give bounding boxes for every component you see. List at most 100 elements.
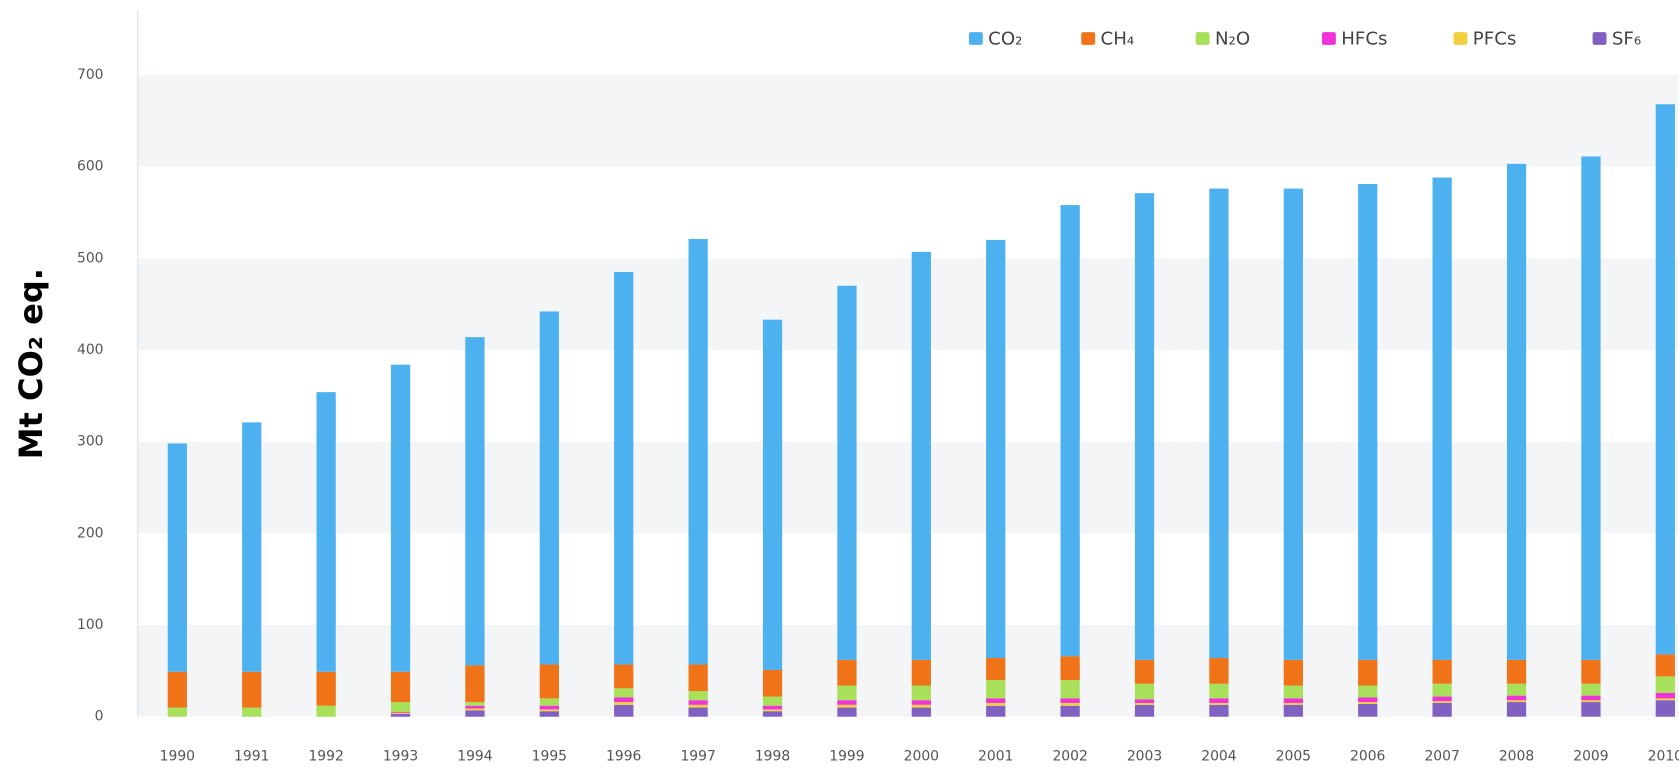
bar-segment [1134, 702, 1155, 705]
legend-label: SF₆ [1612, 29, 1641, 50]
x-tick-label: 1997 [680, 748, 715, 764]
x-tick-label: 1993 [383, 748, 418, 764]
bar-segment [1134, 659, 1155, 684]
bar-segment [1134, 193, 1155, 660]
bar-segment [539, 664, 559, 699]
bar-segment [1506, 683, 1527, 696]
bar-segment [1358, 697, 1378, 703]
bar-segment [911, 685, 931, 701]
bar-segment [1506, 659, 1527, 684]
bar-segment [390, 671, 411, 703]
bar-segment [539, 709, 559, 712]
legend-label: N₂O [1215, 29, 1250, 50]
bar-segment [316, 705, 336, 717]
x-tick-label: 2008 [1499, 748, 1534, 764]
y-tick-label: 100 [77, 617, 104, 633]
bar-segment [1283, 188, 1303, 660]
x-tick-label: 1995 [532, 748, 567, 764]
bar-segment [390, 702, 411, 713]
legend-label: HFCs [1341, 29, 1387, 50]
bar-segment [390, 713, 411, 717]
bar-segment [911, 251, 931, 660]
bar-segment [614, 272, 634, 665]
bar-segment [167, 707, 187, 717]
bar-segment [465, 708, 485, 711]
bar-segment [762, 705, 783, 710]
bar-segment [1283, 659, 1303, 686]
bar-segment [1060, 205, 1080, 657]
bar-segment [614, 702, 634, 705]
bar-segment [1358, 702, 1378, 704]
bar-segment [539, 698, 559, 706]
bar-segment [1581, 695, 1601, 701]
bar-segment [465, 710, 485, 717]
y-tick-label: 400 [77, 342, 104, 358]
bar-segment [986, 680, 1006, 699]
y-tick-label: 300 [77, 434, 104, 450]
bar-segment [1209, 698, 1229, 703]
x-tick-label: 2010 [1648, 748, 1679, 764]
bar-segment [167, 443, 187, 672]
x-tick-label: 1996 [606, 748, 641, 764]
bar-segment [316, 671, 336, 706]
bar-segment [1060, 656, 1080, 681]
x-tick-label: 1994 [457, 748, 493, 764]
bar-segment [837, 704, 857, 708]
bar-segment [390, 713, 411, 714]
legend-label: CO₂ [988, 29, 1022, 50]
bar-segment [167, 671, 187, 708]
bar-segment [986, 702, 1006, 706]
bar-segment [1209, 658, 1229, 684]
bar-segment [762, 669, 783, 697]
bar-segment [1581, 700, 1601, 703]
bar-segment [1655, 676, 1675, 693]
bar-segment [1432, 696, 1452, 702]
bar-segment [837, 707, 857, 717]
bar-segment [242, 422, 262, 672]
x-tick-label: 2009 [1573, 748, 1608, 764]
x-tick-label: 2005 [1276, 748, 1311, 764]
legend-swatch [1195, 32, 1210, 45]
bar-segment [986, 705, 1006, 717]
legend-swatch [1453, 32, 1468, 45]
bar-segment [1506, 163, 1527, 660]
bar-segment [1358, 659, 1378, 686]
bar-segment [1283, 702, 1303, 705]
bar-segment [1060, 680, 1080, 699]
bar-segment [986, 239, 1006, 659]
bar-segment [762, 709, 783, 712]
bar-segment [688, 704, 708, 708]
legend-swatch [1081, 32, 1096, 45]
bar-segment [614, 688, 634, 698]
y-axis-label: Mt CO₂ eq. [12, 268, 50, 459]
legend-swatch [968, 32, 983, 45]
bar-segment [614, 697, 634, 703]
legend-label: PFCs [1473, 29, 1517, 50]
legend-swatch [1321, 32, 1336, 45]
bar-segment [614, 704, 634, 717]
bar-segment [390, 712, 411, 714]
bar-segment [837, 285, 857, 660]
bar-segment [539, 311, 559, 665]
bar-segment [1283, 704, 1303, 717]
bar-segment [539, 705, 559, 710]
bar-segment [1358, 703, 1378, 717]
bar-segment [1209, 188, 1229, 659]
bar-segment [1060, 698, 1080, 703]
bar-segment [316, 392, 336, 672]
bar-segment [1358, 685, 1378, 698]
bar-segment [911, 707, 931, 717]
bar-segment [465, 705, 485, 709]
bar-segment [242, 671, 262, 708]
x-tick-label: 2003 [1127, 748, 1162, 764]
bar-segment [390, 364, 411, 672]
bar-segment [1581, 683, 1601, 696]
y-tick-label: 500 [77, 250, 104, 266]
x-tick-label: 2002 [1052, 748, 1087, 764]
bar-segment [1432, 702, 1452, 717]
bar-segment [1581, 702, 1601, 717]
legend-label: CH₄ [1101, 29, 1135, 50]
bar-segment [465, 665, 485, 703]
bar-segment [1655, 698, 1675, 701]
